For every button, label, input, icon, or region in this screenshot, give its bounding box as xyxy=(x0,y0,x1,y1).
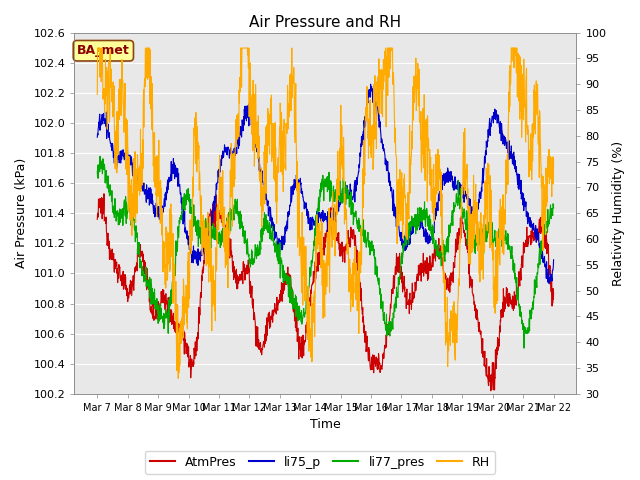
AtmPres xyxy=(353,248,361,253)
li77_pres xyxy=(353,224,361,229)
AtmPres xyxy=(93,216,101,222)
li77_pres xyxy=(305,285,313,290)
li77_pres xyxy=(287,296,295,301)
AtmPres xyxy=(297,342,305,348)
Line: li77_pres: li77_pres xyxy=(97,156,554,348)
Y-axis label: Relativity Humidity (%): Relativity Humidity (%) xyxy=(612,141,625,286)
RH xyxy=(129,199,137,205)
li75_p xyxy=(305,211,312,216)
li77_pres xyxy=(148,281,156,287)
li75_p xyxy=(545,281,553,287)
AtmPres xyxy=(487,388,495,394)
li75_p xyxy=(296,175,304,181)
li77_pres xyxy=(129,211,137,216)
Legend: AtmPres, li75_p, li77_pres, RH: AtmPres, li75_p, li77_pres, RH xyxy=(145,451,495,474)
li77_pres xyxy=(297,314,305,320)
Line: RH: RH xyxy=(97,48,554,378)
RH xyxy=(287,66,295,72)
RH xyxy=(305,299,313,305)
RH xyxy=(175,375,182,381)
Line: li75_p: li75_p xyxy=(97,84,554,284)
li77_pres xyxy=(520,345,528,351)
RH xyxy=(93,92,101,97)
RH xyxy=(354,279,362,285)
Y-axis label: Air Pressure (kPa): Air Pressure (kPa) xyxy=(15,158,28,268)
RH xyxy=(93,45,101,51)
RH xyxy=(297,257,305,263)
li75_p xyxy=(147,195,155,201)
li75_p xyxy=(353,182,361,188)
li75_p xyxy=(550,257,557,263)
li75_p xyxy=(129,173,136,179)
RH xyxy=(148,114,156,120)
AtmPres xyxy=(305,313,313,319)
RH xyxy=(550,157,557,163)
li75_p xyxy=(287,195,295,201)
X-axis label: Time: Time xyxy=(310,419,341,432)
Text: BA_met: BA_met xyxy=(77,44,130,57)
Title: Air Pressure and RH: Air Pressure and RH xyxy=(250,15,401,30)
li77_pres xyxy=(550,205,557,211)
AtmPres xyxy=(100,191,108,197)
li75_p xyxy=(93,134,101,140)
Line: AtmPres: AtmPres xyxy=(97,194,554,391)
AtmPres xyxy=(148,303,156,309)
li77_pres xyxy=(93,168,101,174)
li75_p xyxy=(367,81,374,87)
AtmPres xyxy=(287,287,295,292)
li77_pres xyxy=(96,154,104,159)
AtmPres xyxy=(129,279,137,285)
AtmPres xyxy=(550,290,557,296)
